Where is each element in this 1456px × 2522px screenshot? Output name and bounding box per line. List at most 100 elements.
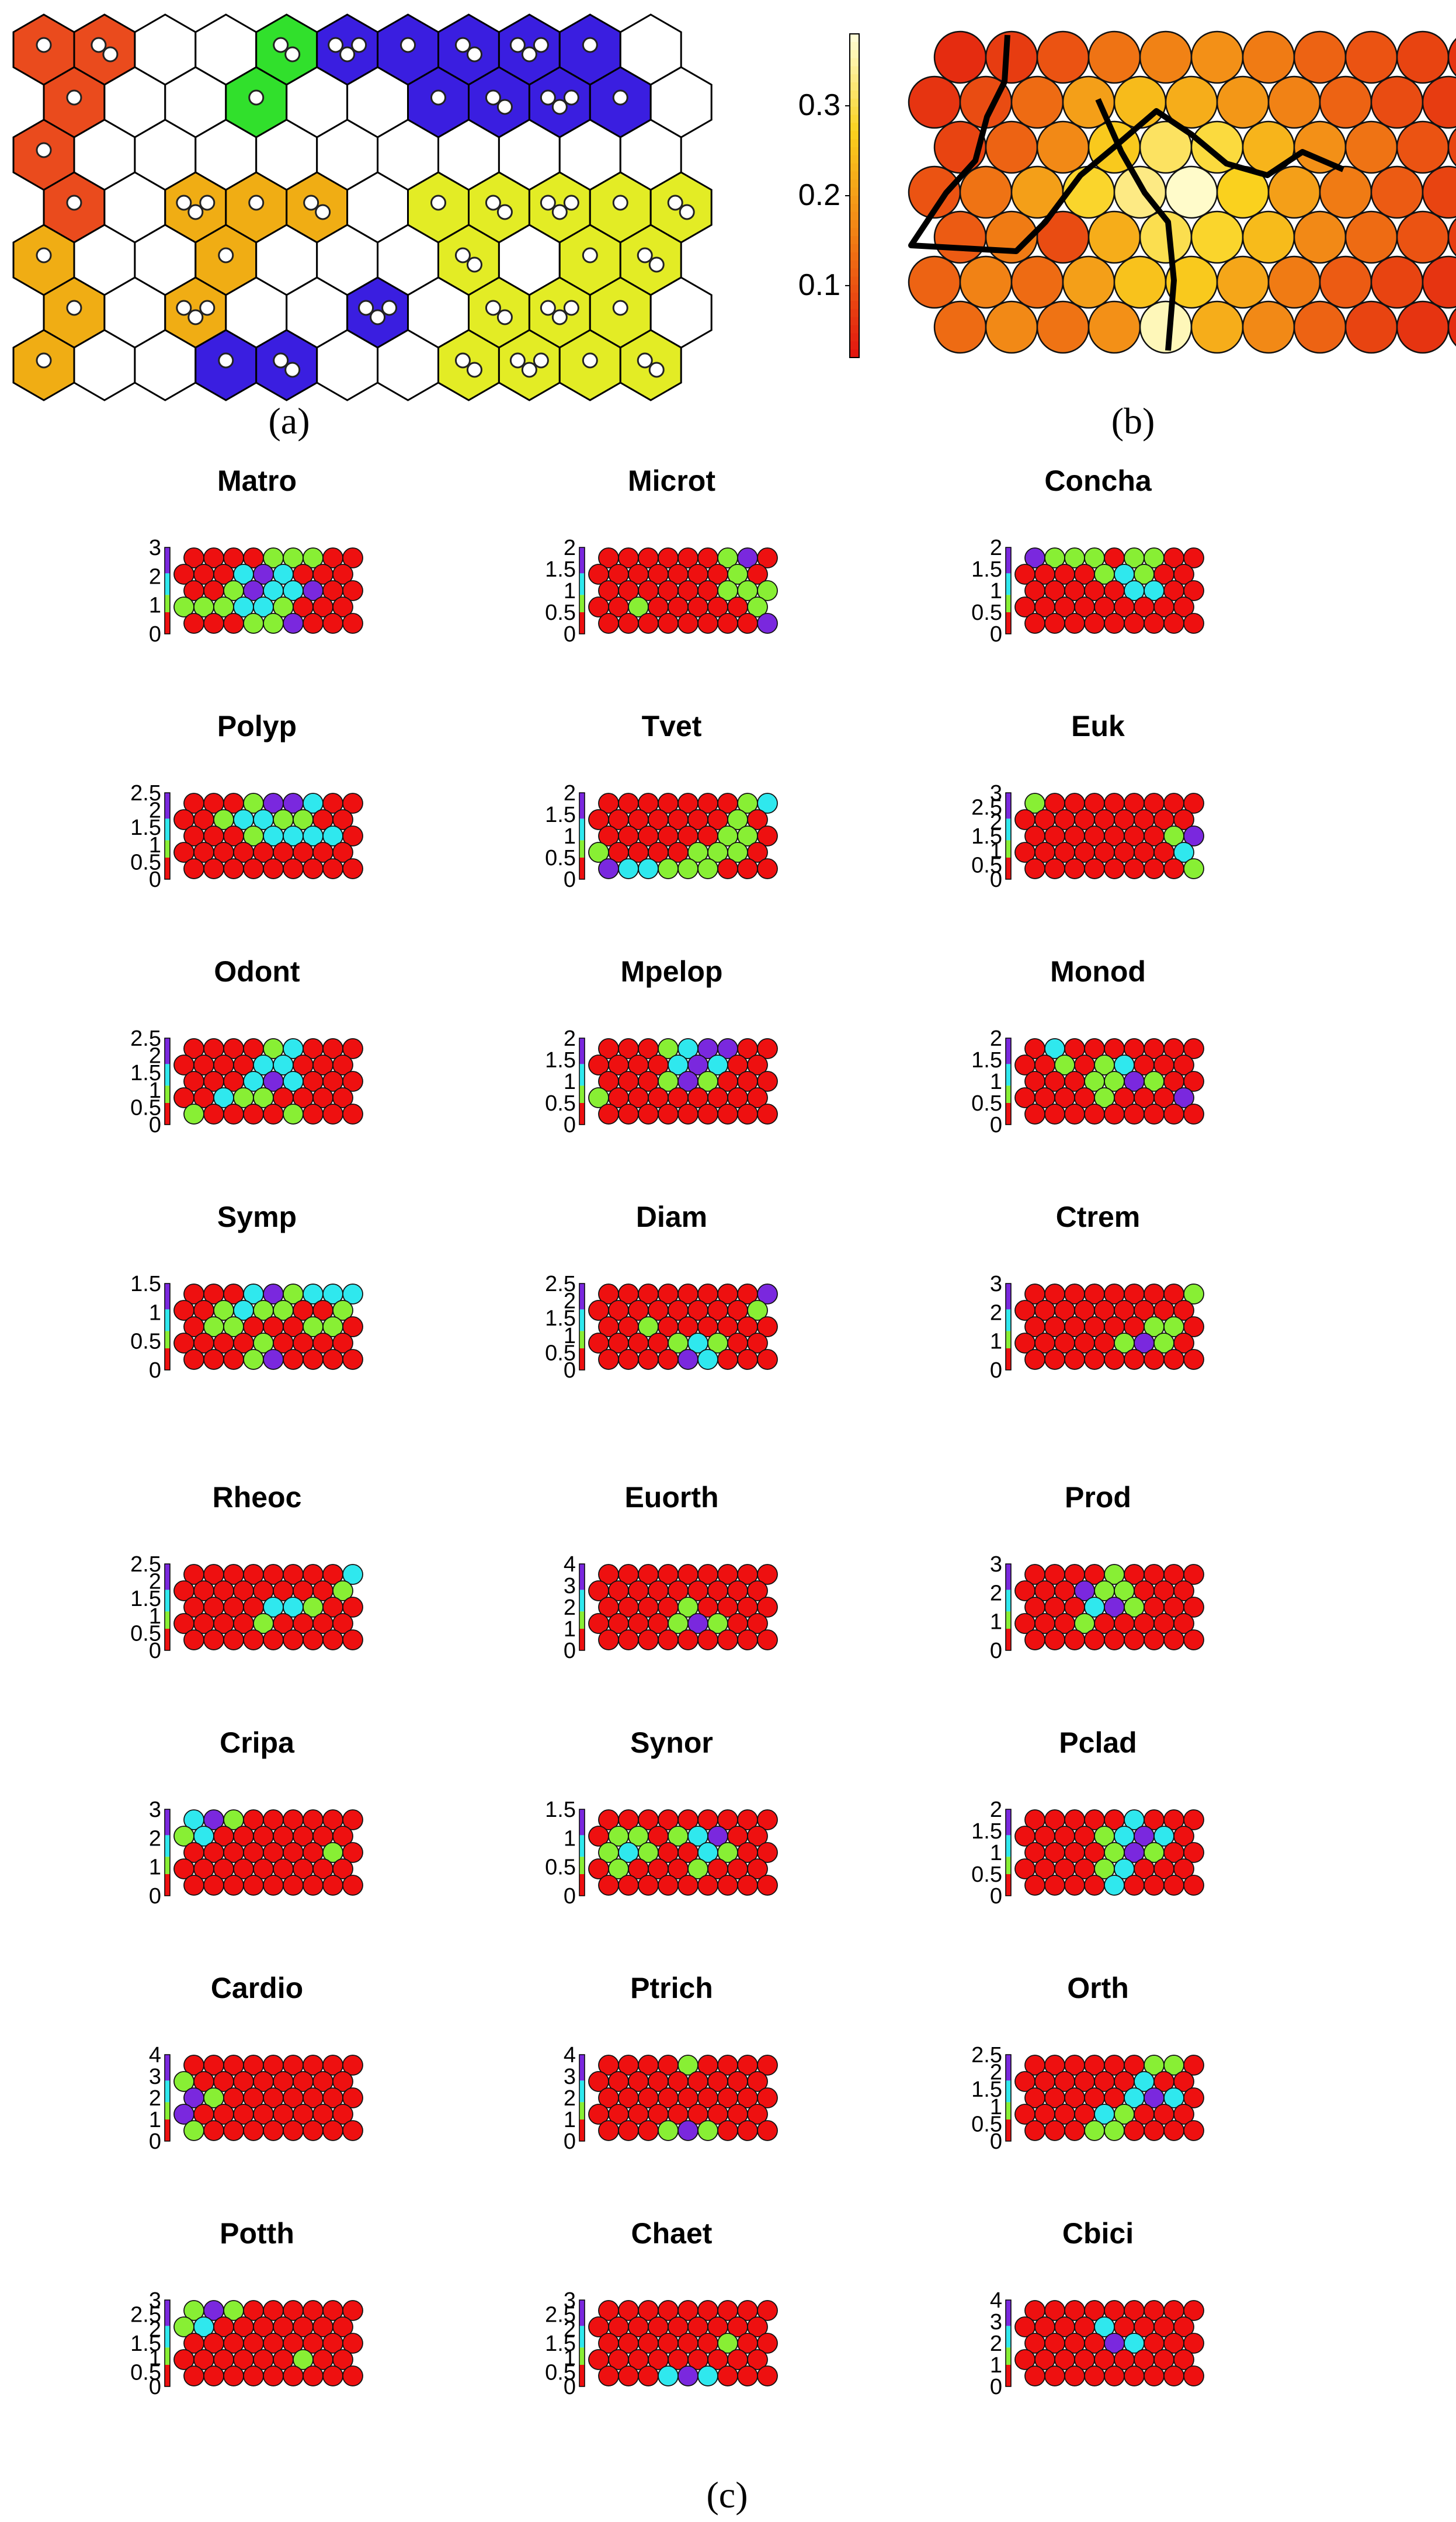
u-matrix-node — [1190, 300, 1244, 354]
data-sample-marker — [199, 300, 216, 316]
plane-node — [747, 2104, 768, 2125]
plane-colorbar-low — [579, 1629, 585, 1650]
plane-node — [757, 793, 778, 814]
plane-colorbar-mid — [1006, 2102, 1011, 2119]
u-matrix-node — [1422, 255, 1456, 309]
plane-node — [1144, 1349, 1165, 1370]
plane-node — [677, 1349, 699, 1370]
plane-tick-label: 1 — [564, 2108, 576, 2132]
panel-label-c: (c) — [706, 2474, 748, 2516]
plane-node — [1163, 1104, 1184, 1125]
data-sample-marker — [102, 46, 119, 63]
plane-colorbar-frame — [579, 1563, 585, 1651]
plane-tick-label: 2 — [564, 2317, 576, 2341]
plane-colorbar-low — [1006, 1629, 1011, 1650]
plane-title: Mpelop — [621, 955, 723, 988]
data-sample-marker — [582, 247, 598, 263]
colorbar-segment — [850, 349, 859, 358]
plane-tick-label: 2 — [149, 1570, 161, 1594]
plane-node — [183, 858, 204, 879]
colorbar-segment — [850, 333, 859, 342]
plane-colorbar-mid — [165, 595, 170, 612]
component-plane-odont: Odont 00.511.522.5 — [130, 955, 363, 1137]
plane-node — [342, 1071, 363, 1092]
panel-label-a: (a) — [268, 400, 310, 442]
plane-node — [1104, 1629, 1125, 1650]
plane-tick-label: 0.5 — [130, 1330, 161, 1354]
plane-node — [1173, 809, 1194, 830]
plane-node — [1124, 2120, 1145, 2141]
plane-node — [1173, 1580, 1194, 1601]
plane-node — [1044, 1104, 1065, 1125]
plane-node — [717, 2365, 738, 2386]
plane-node — [263, 1104, 284, 1125]
plane-title: Chaet — [631, 2217, 713, 2250]
data-sample-marker — [551, 99, 568, 115]
plane-colorbar-max — [165, 1809, 170, 1836]
plane-node — [1173, 1333, 1194, 1354]
plane-node — [1064, 1629, 1085, 1650]
plane-tick-label: 0 — [990, 1639, 1002, 1663]
plane-colorbar-frame — [164, 2299, 171, 2387]
plane-node — [1024, 2365, 1045, 2386]
colorbar-segment — [850, 90, 859, 99]
plane-tick-label: 2 — [990, 1300, 1002, 1325]
plane-colorbar-low — [579, 2365, 585, 2386]
plane-colorbar-high — [165, 1590, 170, 1612]
plane-title: Cbici — [1062, 2217, 1134, 2250]
plane-tick-label: 1 — [990, 2095, 1002, 2119]
plane-node — [1163, 1349, 1184, 1370]
plane-tick-label: 1.5 — [545, 1798, 576, 1822]
component-plane-monod: Monod 00.511.52 — [971, 955, 1204, 1137]
plane-node — [618, 1104, 639, 1125]
plane-node — [223, 1349, 244, 1370]
data-sample-marker — [496, 309, 513, 325]
plane-node — [737, 1629, 758, 1650]
plane-node — [332, 2104, 353, 2125]
plane-node — [283, 1104, 304, 1125]
plane-node — [1124, 1629, 1145, 1650]
plane-tick-label: 1 — [990, 1841, 1002, 1865]
data-sample-marker — [187, 309, 204, 325]
plane-colorbar-low — [579, 1103, 585, 1125]
plane-node — [757, 1809, 778, 1830]
plane-node — [342, 858, 363, 879]
plane-tick-label: 1.5 — [545, 803, 576, 827]
plane-node — [332, 1613, 353, 1634]
plane-colorbar-frame — [164, 547, 171, 634]
colorbar-segment — [850, 260, 859, 269]
plane-colorbar-max — [579, 2055, 585, 2081]
plane-node — [1104, 2365, 1125, 2386]
panel-c-component-planes: Matro0123Microt00.511.52Concha00.511.52P… — [130, 464, 1204, 2399]
plane-node — [757, 1564, 778, 1585]
plane-node — [1173, 564, 1194, 585]
plane-node — [757, 1071, 778, 1092]
plane-colorbar-max — [579, 1564, 585, 1590]
plane-node — [342, 2087, 363, 2108]
plane-node — [1173, 1613, 1194, 1634]
plane-tick-label: 1 — [564, 1826, 576, 1851]
data-sample-marker — [36, 142, 52, 158]
data-sample-marker — [563, 300, 579, 316]
data-sample-marker — [509, 37, 526, 53]
plane-node — [263, 2365, 284, 2386]
data-sample-marker — [496, 204, 513, 220]
plane-node — [618, 1349, 639, 1370]
plane-node — [1163, 2120, 1184, 2141]
plane-colorbar-frame — [164, 792, 171, 880]
plane-node — [1064, 2365, 1085, 2386]
colorbar-segment — [850, 155, 859, 164]
data-sample-marker — [612, 89, 628, 106]
plane-node — [1104, 1349, 1125, 1370]
plane-node — [183, 1349, 204, 1370]
plane-node — [598, 2365, 619, 2386]
plane-node — [677, 1875, 699, 1896]
plane-title: Concha — [1044, 464, 1152, 497]
plane-node — [598, 1875, 619, 1896]
plane-node — [1173, 596, 1194, 618]
plane-node — [1183, 1809, 1204, 1830]
u-matrix-node — [933, 300, 987, 354]
colorbar-tick-label: 0.3 — [798, 88, 840, 122]
u-matrix-node — [1036, 120, 1090, 174]
plane-tick-label: 0 — [990, 868, 1002, 892]
